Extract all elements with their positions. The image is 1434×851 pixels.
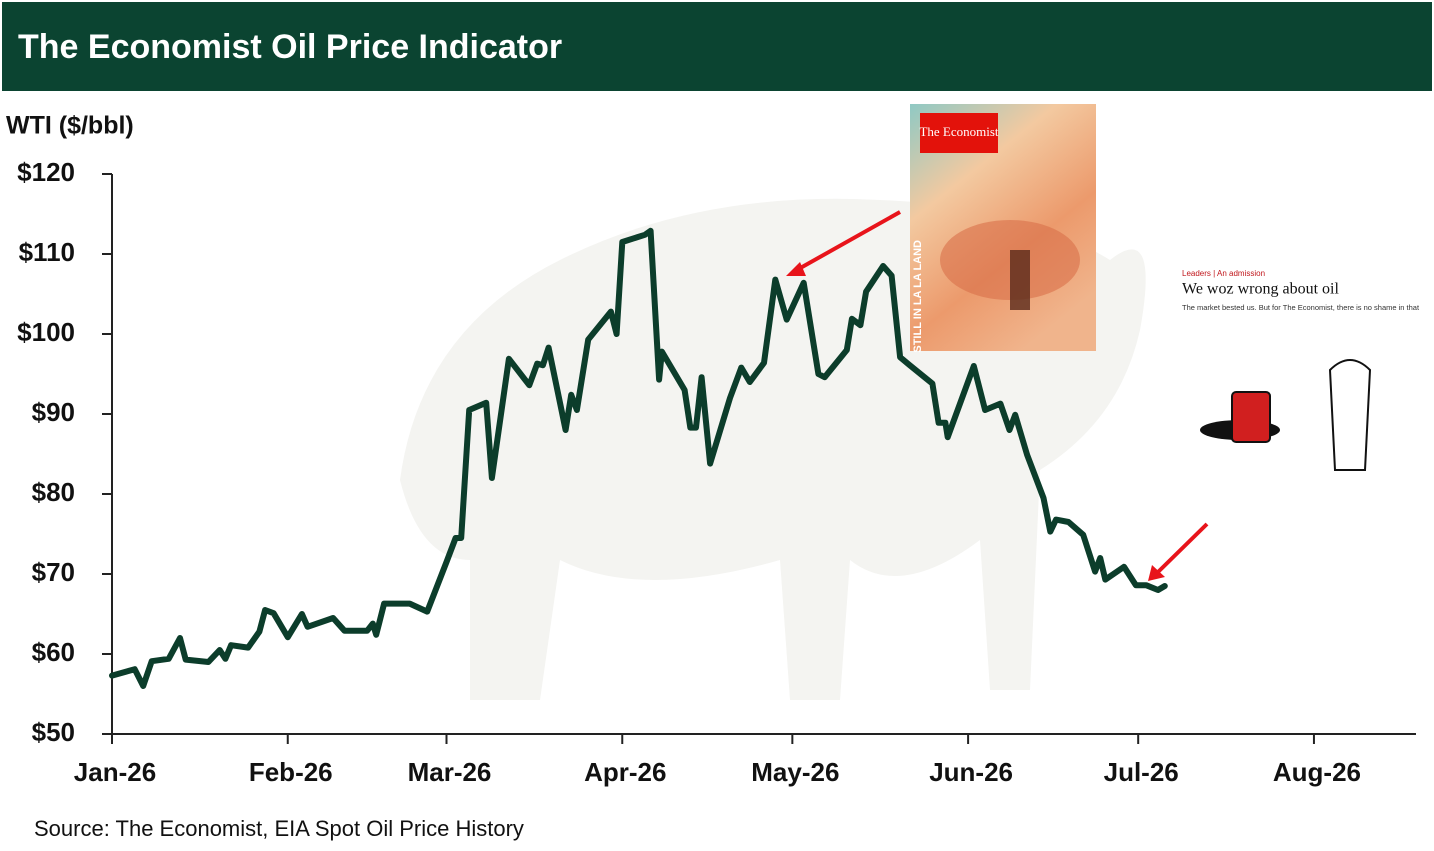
- y-tick-label: $120: [17, 157, 75, 187]
- article-illustration: [1231, 391, 1271, 443]
- article-kicker: Leaders | An admission: [1182, 269, 1265, 278]
- y-axis-label: WTI ($/bbl): [6, 112, 134, 140]
- article-illustration: [1328, 359, 1372, 471]
- article-subtitle: The market bested us. But for The Econom…: [1182, 303, 1420, 312]
- y-tick-label: $100: [17, 317, 75, 347]
- header-band: [2, 2, 1432, 91]
- source-note: Source: The Economist, EIA Spot Oil Pric…: [34, 816, 524, 841]
- cover-masthead-box: [920, 113, 998, 153]
- y-tick-label: $50: [32, 717, 75, 747]
- x-tick-label: Mar-26: [408, 757, 492, 787]
- article-clip: Leaders | An admission We woz wrong abou…: [1182, 269, 1420, 471]
- cover-headline: STILL IN LA LA LAND: [912, 240, 924, 353]
- cover-masthead: The Economist: [919, 124, 998, 139]
- x-tick-label: Aug-26: [1273, 757, 1361, 787]
- x-tick-label: Feb-26: [249, 757, 333, 787]
- x-tick-label: Jul-26: [1104, 757, 1179, 787]
- plot-area: [109, 227, 1168, 689]
- chart-title: The Economist Oil Price Indicator: [18, 28, 562, 66]
- x-tick-label: May-26: [751, 757, 839, 787]
- y-tick-label: $80: [32, 477, 75, 507]
- y-tick-label: $60: [32, 637, 75, 667]
- annotation-arrow: [1155, 522, 1209, 575]
- y-tick-label: $90: [32, 397, 75, 427]
- annotation-arrowhead: [1148, 565, 1165, 581]
- cover-illustration: [1010, 250, 1030, 310]
- y-tick-label: $70: [32, 557, 75, 587]
- annotation-arrow: [794, 210, 901, 273]
- y-tick-label: $110: [19, 237, 75, 267]
- x-tick-label: Jan-26: [74, 757, 156, 787]
- annotation-arrowhead: [786, 262, 806, 276]
- x-tick-label: Apr-26: [584, 757, 666, 787]
- price-line: [109, 227, 1168, 689]
- x-tick-label: Jun-26: [929, 757, 1013, 787]
- article-title: We woz wrong about oil: [1182, 281, 1339, 298]
- magazine-cover: The Economist STILL IN LA LA LAND: [910, 104, 1096, 353]
- axes: $50 $60 $70 $80 $90 $100 $110 $120 Jan-26 Feb-26 M…: [17, 157, 1416, 787]
